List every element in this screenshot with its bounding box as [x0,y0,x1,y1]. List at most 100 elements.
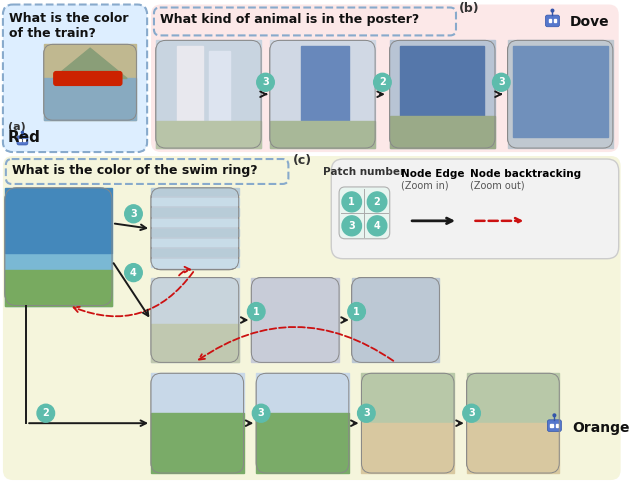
Text: 3: 3 [130,209,137,219]
Bar [301,46,349,132]
Bar [177,46,204,137]
Bar [151,198,239,205]
Bar [400,46,484,137]
Text: (a): (a) [8,122,26,132]
FancyBboxPatch shape [362,373,454,473]
Text: (c): (c) [293,154,312,167]
Text: 3: 3 [498,77,505,87]
Text: (Zoom in): (Zoom in) [401,181,449,191]
Bar [151,259,239,267]
Text: What is the color of the swim ring?: What is the color of the swim ring? [12,164,257,177]
Circle shape [348,302,365,321]
Bar [390,41,495,148]
Bar [156,121,261,148]
Bar [467,423,559,473]
Circle shape [257,73,275,91]
Bar [24,139,26,141]
Text: 1: 1 [348,197,355,207]
Text: 3: 3 [468,408,475,418]
FancyBboxPatch shape [151,4,619,152]
Text: 1: 1 [253,307,260,316]
FancyBboxPatch shape [252,278,339,362]
Circle shape [125,264,142,282]
Bar [556,424,558,426]
FancyBboxPatch shape [151,278,239,362]
Text: Patch number: Patch number [323,167,406,177]
Circle shape [21,131,24,133]
Polygon shape [53,48,127,78]
Text: (b): (b) [459,2,479,15]
FancyBboxPatch shape [508,41,613,148]
Bar [256,373,349,413]
Text: 2: 2 [379,77,386,87]
FancyBboxPatch shape [17,136,28,145]
Bar [554,19,556,22]
Bar [550,424,553,426]
Circle shape [342,192,362,212]
FancyBboxPatch shape [3,156,621,480]
Bar [5,253,112,306]
FancyBboxPatch shape [390,41,495,148]
Circle shape [367,192,387,212]
Circle shape [367,216,387,236]
Circle shape [493,73,510,91]
Text: What is the color
of the train?: What is the color of the train? [9,13,128,41]
Bar [390,116,495,148]
FancyBboxPatch shape [467,373,559,473]
Bar [352,278,440,362]
FancyBboxPatch shape [545,15,559,27]
Bar [151,373,244,413]
Bar [548,19,551,22]
Text: 3: 3 [262,77,269,87]
Bar [151,413,244,473]
FancyBboxPatch shape [5,188,112,306]
Bar [467,373,559,423]
Bar [151,249,239,256]
Text: Orange: Orange [572,421,629,435]
FancyBboxPatch shape [547,420,561,431]
FancyBboxPatch shape [270,41,375,148]
Bar [508,41,613,148]
Bar [151,219,239,226]
Text: 2: 2 [42,408,49,418]
Circle shape [342,216,362,236]
Text: Red: Red [8,130,41,145]
Circle shape [551,9,554,12]
Bar [44,44,136,120]
Bar [513,46,607,137]
Bar [151,188,239,195]
Text: 3: 3 [348,221,355,231]
Bar [270,41,375,148]
Circle shape [252,404,270,422]
Bar [5,188,112,253]
Circle shape [553,414,556,417]
FancyBboxPatch shape [151,373,244,473]
FancyBboxPatch shape [3,4,147,152]
Bar [156,41,261,148]
Bar [5,270,112,306]
Bar [209,51,230,127]
Text: 4: 4 [130,268,137,278]
Bar [362,423,454,473]
Circle shape [248,302,265,321]
FancyBboxPatch shape [352,278,440,362]
Text: 1: 1 [353,307,360,316]
Circle shape [358,404,375,422]
Bar [256,413,349,473]
Bar [151,229,239,236]
Bar [151,324,239,362]
Text: 3: 3 [258,408,264,418]
Bar [362,373,454,423]
Text: Node backtracking: Node backtracking [470,169,580,179]
Bar [44,78,136,120]
FancyBboxPatch shape [156,41,261,148]
Bar [151,239,239,246]
Bar [252,278,339,362]
FancyBboxPatch shape [44,44,136,120]
Circle shape [125,205,142,223]
Bar [19,139,21,141]
Text: 3: 3 [363,408,370,418]
Text: What kind of animal is in the poster?: What kind of animal is in the poster? [160,14,419,27]
Bar [151,278,239,362]
Bar [151,208,239,215]
